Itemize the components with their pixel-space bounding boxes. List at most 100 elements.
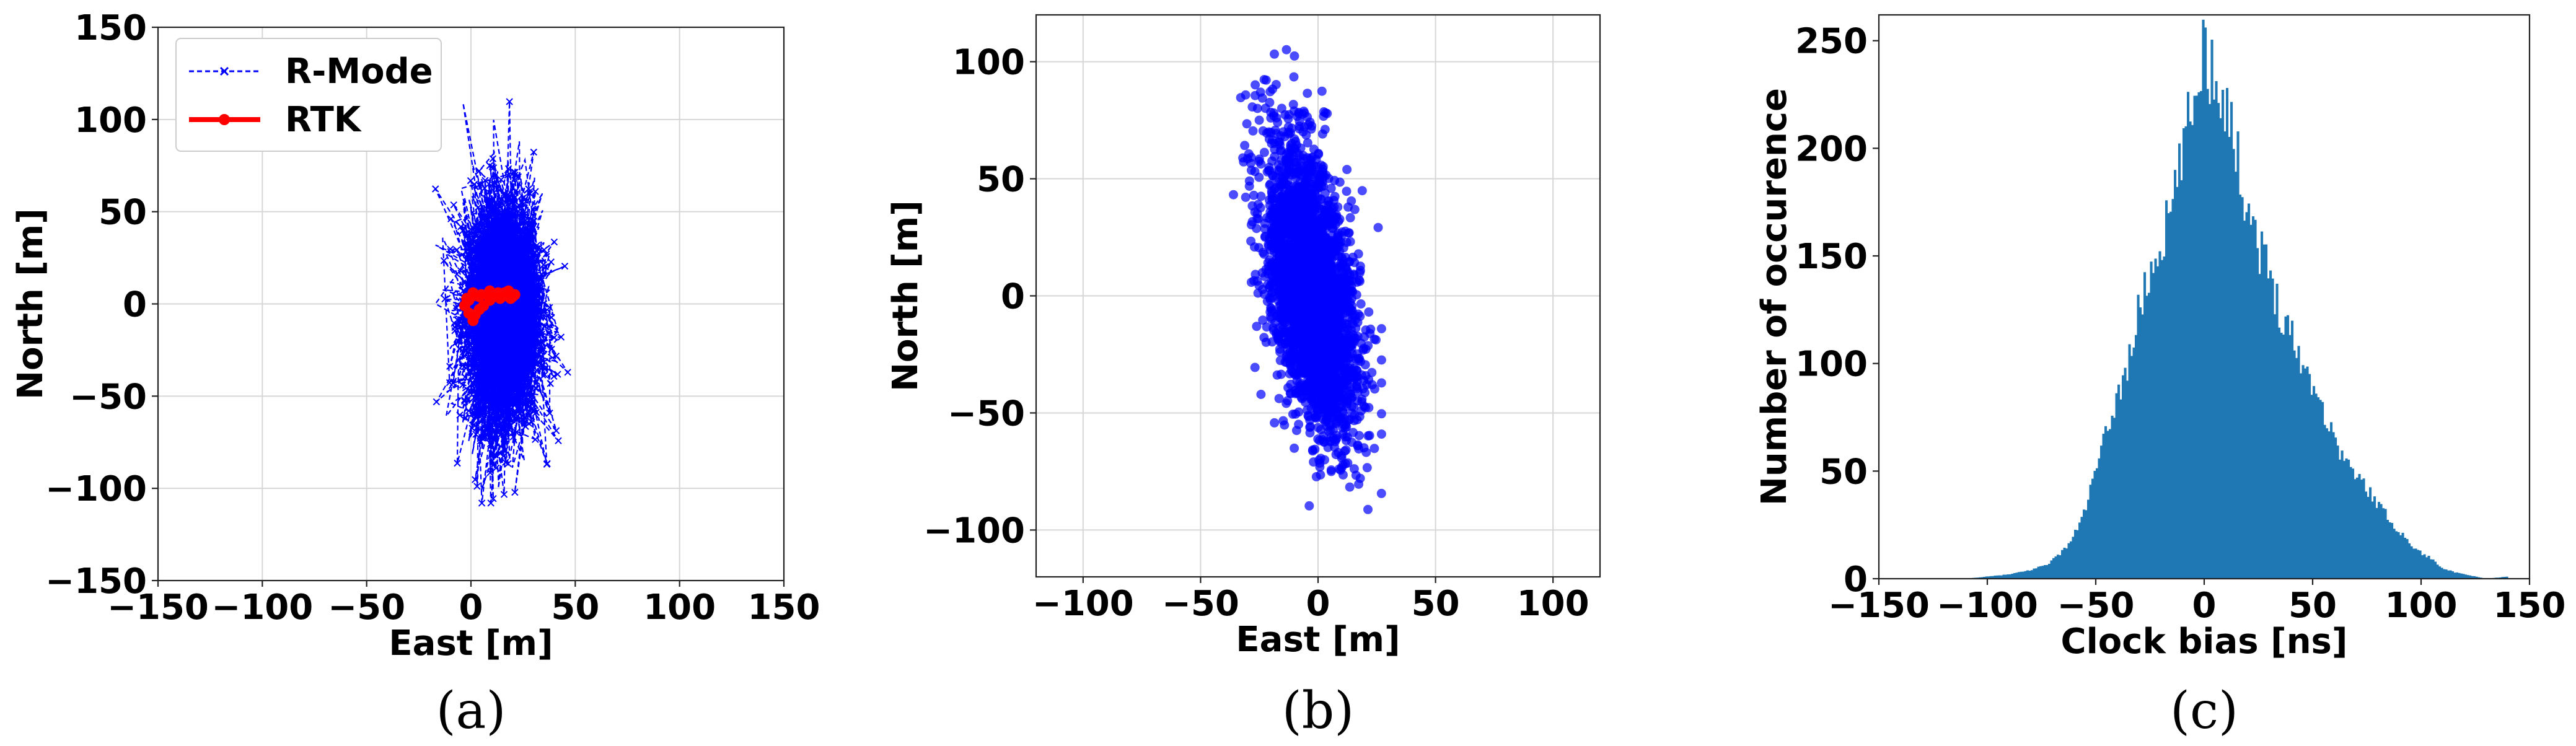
histogram-bar bbox=[2278, 327, 2281, 579]
scatter-point bbox=[1320, 125, 1330, 134]
r-mode-marker bbox=[495, 205, 502, 213]
r-mode-marker bbox=[475, 167, 483, 175]
scatter-point bbox=[1281, 352, 1291, 362]
scatter-point bbox=[1306, 317, 1316, 327]
c-xtick-label: 50 bbox=[2288, 586, 2337, 626]
c-xtick-label: 100 bbox=[2385, 586, 2458, 626]
scatter-point bbox=[1340, 274, 1350, 284]
r-mode-marker bbox=[518, 232, 525, 240]
c-caption: (c) bbox=[2170, 682, 2238, 740]
r-mode-marker bbox=[486, 196, 493, 203]
r-mode-marker bbox=[482, 411, 490, 418]
histogram-bar bbox=[2210, 40, 2213, 579]
r-mode-marker bbox=[432, 185, 439, 193]
histogram-bar bbox=[2310, 395, 2313, 579]
r-mode-marker bbox=[474, 363, 482, 371]
r-mode-marker bbox=[447, 215, 455, 222]
scatter-point bbox=[1345, 213, 1355, 222]
histogram-bar bbox=[2085, 510, 2088, 579]
histogram-bar bbox=[2317, 397, 2320, 579]
histogram-bar bbox=[2158, 251, 2161, 579]
scatter-point bbox=[1256, 390, 1266, 399]
histogram-bar bbox=[2171, 199, 2174, 579]
histogram-bar bbox=[2228, 137, 2231, 579]
histogram-bar bbox=[2222, 90, 2225, 579]
r-mode-marker bbox=[554, 371, 561, 378]
scatter-point bbox=[1333, 230, 1343, 240]
scatter-point bbox=[1363, 504, 1373, 514]
histogram-bar bbox=[2044, 565, 2047, 579]
scatter-point bbox=[1376, 324, 1386, 333]
r-mode-marker bbox=[478, 257, 486, 265]
scatter-point bbox=[1319, 212, 1329, 222]
r-mode-marker bbox=[525, 419, 533, 428]
scatter-point bbox=[1305, 415, 1315, 425]
scatter-point bbox=[1308, 285, 1317, 294]
scatter-point bbox=[1353, 396, 1363, 406]
histogram-bar bbox=[2074, 530, 2077, 579]
scatter-point bbox=[1291, 224, 1301, 234]
histogram-bar bbox=[2180, 180, 2183, 579]
scatter-point bbox=[1334, 340, 1343, 350]
r-mode-marker bbox=[531, 290, 538, 297]
r-mode-marker bbox=[536, 364, 543, 371]
scatter-point bbox=[1316, 470, 1325, 480]
r-mode-marker bbox=[530, 281, 537, 288]
histogram-bar bbox=[2236, 131, 2240, 579]
r-mode-marker bbox=[483, 195, 491, 203]
histogram-bar bbox=[2378, 502, 2381, 579]
r-mode-marker bbox=[499, 390, 508, 398]
histogram-bar bbox=[2313, 386, 2316, 579]
r-mode-marker bbox=[516, 349, 523, 358]
scatter-point bbox=[1265, 307, 1275, 317]
r-mode-marker bbox=[490, 494, 497, 502]
r-mode-marker bbox=[494, 211, 501, 219]
r-mode-marker bbox=[472, 395, 479, 403]
legend-r-mode-label: R-Mode bbox=[285, 51, 433, 92]
scatter-point bbox=[1376, 488, 1386, 498]
histogram-bar bbox=[2063, 548, 2066, 579]
r-mode-marker bbox=[454, 459, 461, 467]
scatter-point bbox=[1333, 202, 1343, 212]
r-mode-marker bbox=[455, 345, 464, 353]
histogram-bar bbox=[2191, 125, 2194, 579]
scatter-point bbox=[1262, 128, 1272, 138]
r-mode-marker bbox=[504, 172, 511, 179]
r-mode-marker bbox=[550, 334, 558, 341]
histogram-bar bbox=[2321, 402, 2324, 579]
histogram-bar bbox=[2072, 537, 2075, 579]
histogram-bar bbox=[2306, 366, 2309, 579]
histogram-bar bbox=[2314, 393, 2318, 579]
scatter-point bbox=[1326, 183, 1336, 193]
r-mode-marker bbox=[495, 402, 502, 409]
scatter-point bbox=[1280, 110, 1290, 120]
histogram-bar bbox=[2204, 27, 2207, 579]
histogram-bar bbox=[2089, 485, 2092, 579]
c-xlabel: Clock bias [ns] bbox=[2061, 621, 2348, 662]
r-mode-marker bbox=[495, 385, 503, 393]
histogram-bar bbox=[2375, 507, 2378, 579]
r-mode-marker bbox=[506, 422, 514, 429]
r-mode-marker bbox=[509, 380, 516, 387]
histogram-bar bbox=[2275, 283, 2279, 579]
histogram-bar bbox=[2078, 522, 2081, 579]
histogram-bar bbox=[2130, 356, 2134, 579]
scatter-point bbox=[1376, 355, 1386, 365]
r-mode-marker bbox=[509, 211, 517, 218]
r-mode-marker bbox=[511, 247, 519, 254]
scatter-point bbox=[1272, 244, 1281, 253]
scatter-point bbox=[1268, 217, 1278, 227]
scatter-point bbox=[1252, 224, 1262, 234]
scatter-point bbox=[1249, 276, 1259, 286]
r-mode-marker bbox=[471, 230, 479, 238]
scatter-point bbox=[1317, 86, 1327, 96]
r-mode-marker bbox=[446, 379, 454, 387]
histogram-bar bbox=[2349, 467, 2352, 579]
histogram-bar bbox=[2028, 571, 2031, 579]
scatter-point bbox=[1363, 431, 1373, 441]
histogram-bar bbox=[2243, 221, 2246, 579]
histogram-bar bbox=[2119, 399, 2122, 579]
histogram-bar bbox=[2384, 509, 2387, 579]
histogram-bar bbox=[2417, 550, 2420, 579]
a-ytick-label: 150 bbox=[74, 8, 147, 48]
